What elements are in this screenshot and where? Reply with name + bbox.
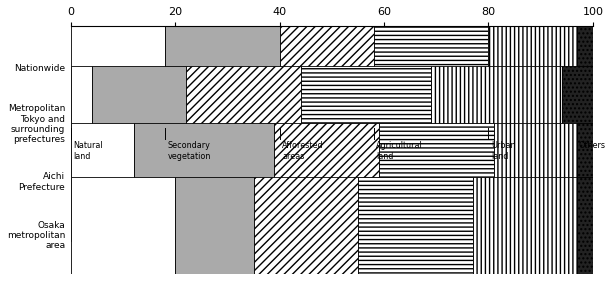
Text: Secondary
vegetation: Secondary vegetation [168,141,211,161]
Bar [431,65,562,183]
Bar [562,65,593,183]
Bar [494,123,577,241]
Text: Afforested
areas: Afforested areas [282,141,324,161]
Bar [185,65,301,183]
Bar [489,10,577,128]
Bar [374,10,489,128]
Bar [71,123,133,241]
Bar [71,10,165,128]
Text: Others: Others [579,141,606,150]
Bar [280,10,374,128]
Text: Agricultural
land: Agricultural land [376,141,423,161]
Bar [133,123,274,241]
Bar [71,65,91,183]
Bar [473,177,577,281]
Bar [274,123,379,241]
Bar [379,123,494,241]
Text: Natural
land: Natural land [74,141,103,161]
Bar [165,10,280,128]
Bar [577,10,593,128]
Bar [577,123,593,241]
Text: Urban
land: Urban land [491,141,516,161]
Bar [301,65,431,183]
Bar [71,177,175,281]
Bar [91,65,185,183]
Bar [175,177,254,281]
Bar [577,177,593,281]
Bar [254,177,358,281]
Bar [358,177,473,281]
